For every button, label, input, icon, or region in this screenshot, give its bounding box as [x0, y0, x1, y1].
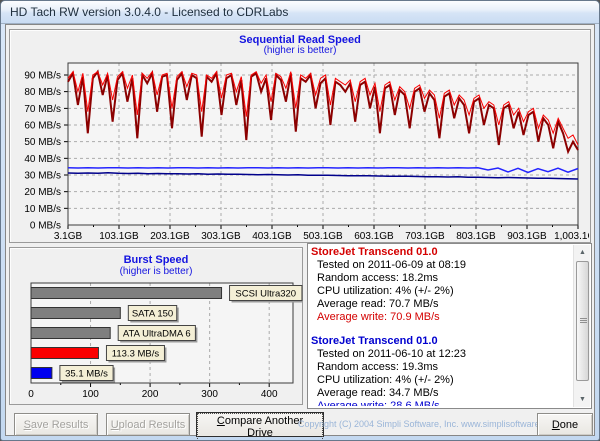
svg-text:1,003.1GB: 1,003.1GB — [554, 231, 589, 242]
result-2-tested: Tested on 2011-06-10 at 12:23 — [317, 348, 467, 360]
sequential-chart-subtitle: (higher is better) — [263, 45, 337, 56]
scrollbar-thumb[interactable] — [576, 261, 589, 381]
done-button[interactable]: Done — [537, 413, 593, 436]
svg-text:3.1GB: 3.1GB — [54, 231, 83, 242]
svg-text:10 MB/s: 10 MB/s — [24, 204, 61, 215]
svg-text:90 MB/s: 90 MB/s — [24, 71, 61, 82]
burst-speed-chart: 0 100 200 300 400 SCSI Ultra320 SATA 150 ATA Ul… — [28, 282, 303, 400]
sequential-read-chart: 0 MB/s 10 MB/s 20 MB/s 30 MB/s 40 MB/s 50 MB/… — [24, 62, 589, 242]
svg-text:ATA UltraDMA 6: ATA UltraDMA 6 — [123, 329, 191, 340]
burst-chart-subtitle: (higher is better) — [119, 266, 193, 277]
result-2-avg-read: Average read: 34.7 MB/s — [317, 387, 439, 399]
burst-chart-title: Burst Speed — [123, 254, 189, 266]
svg-text:SATA 150: SATA 150 — [132, 309, 173, 320]
results-panel: StoreJet Transcend 01.0 Tested on 2011-0… — [307, 243, 592, 409]
scrollbar-down-icon[interactable]: ▼ — [579, 396, 586, 403]
svg-text:80 MB/s: 80 MB/s — [24, 87, 61, 98]
result-1-cpu: CPU utilization: 4% (+/- 2%) — [317, 285, 454, 297]
sequential-chart-title: Sequential Read Speed — [239, 34, 361, 46]
scrollbar-up-icon[interactable]: ▲ — [579, 249, 586, 256]
svg-text:803.1GB: 803.1GB — [456, 231, 496, 242]
svg-text:303.1GB: 303.1GB — [201, 231, 241, 242]
save-results-button: Save Results — [14, 413, 98, 436]
svg-text:40 MB/s: 40 MB/s — [24, 154, 61, 165]
svg-text:0: 0 — [28, 389, 34, 400]
result-2-cpu: CPU utilization: 4% (+/- 2%) — [317, 374, 454, 386]
copyright-text: Copyright (C) 2004 Simpli Software, Inc.… — [298, 419, 560, 429]
svg-text:70 MB/s: 70 MB/s — [24, 104, 61, 115]
svg-text:403.1GB: 403.1GB — [252, 231, 292, 242]
window-title: HD Tach RW version 3.0.4.0 - Licensed to… — [10, 5, 289, 19]
svg-text:113.3 MB/s: 113.3 MB/s — [112, 349, 160, 360]
svg-text:0 MB/s: 0 MB/s — [30, 221, 61, 232]
result-1-tested: Tested on 2011-06-09 at 08:19 — [317, 259, 467, 271]
svg-text:503.1GB: 503.1GB — [303, 231, 343, 242]
svg-text:200: 200 — [142, 389, 159, 400]
results-scrollbar[interactable]: ▲ ▼ — [573, 245, 590, 407]
client-area: Sequential Read Speed (higher is better)… — [5, 24, 595, 440]
results-text: StoreJet Transcend 01.0 Tested on 2011-0… — [311, 246, 571, 406]
svg-text:103.1GB: 103.1GB — [99, 231, 139, 242]
svg-text:903.1GB: 903.1GB — [507, 231, 547, 242]
svg-text:300: 300 — [201, 389, 218, 400]
svg-text:603.1GB: 603.1GB — [354, 231, 394, 242]
result-2-avg-write: Average write: 28.6 MB/s — [317, 400, 440, 406]
svg-text:703.1GB: 703.1GB — [405, 231, 445, 242]
svg-text:50 MB/s: 50 MB/s — [24, 137, 61, 148]
svg-text:30 MB/s: 30 MB/s — [24, 171, 61, 182]
scrollbar-grip-icon — [580, 318, 587, 319]
title-bar[interactable]: HD Tach RW version 3.0.4.0 - Licensed to… — [1, 1, 599, 24]
svg-text:20 MB/s: 20 MB/s — [24, 187, 61, 198]
upload-results-button: Upload Results — [106, 413, 190, 436]
result-entry-2: StoreJet Transcend 01.0 Tested on 2011-0… — [311, 335, 571, 406]
result-1-avg-write: Average write: 70.9 MB/s — [317, 311, 440, 323]
burst-speed-chart-panel: Burst Speed (higher is better) 0 100 200 30… — [9, 247, 303, 405]
svg-text:400: 400 — [261, 389, 278, 400]
result-1-avg-read: Average read: 70.7 MB/s — [317, 298, 439, 310]
svg-text:SCSI Ultra320: SCSI Ultra320 — [235, 289, 296, 300]
result-1-random-access: Random access: 18.2ms — [317, 272, 439, 284]
svg-text:60 MB/s: 60 MB/s — [24, 121, 61, 132]
compare-another-drive-button[interactable]: Compare Another Drive — [196, 412, 324, 440]
result-entry-1: StoreJet Transcend 01.0 Tested on 2011-0… — [311, 246, 571, 324]
result-2-title: StoreJet Transcend 01.0 — [311, 335, 438, 347]
svg-text:100: 100 — [82, 389, 99, 400]
result-1-title: StoreJet Transcend 01.0 — [311, 246, 438, 258]
sequential-read-chart-panel: Sequential Read Speed (higher is better)… — [9, 29, 591, 243]
compare-another-drive-label: Compare Another Drive — [197, 413, 323, 440]
svg-text:203.1GB: 203.1GB — [150, 231, 190, 242]
svg-text:35.1 MB/s: 35.1 MB/s — [65, 369, 108, 380]
result-2-random-access: Random access: 19.3ms — [317, 361, 439, 373]
